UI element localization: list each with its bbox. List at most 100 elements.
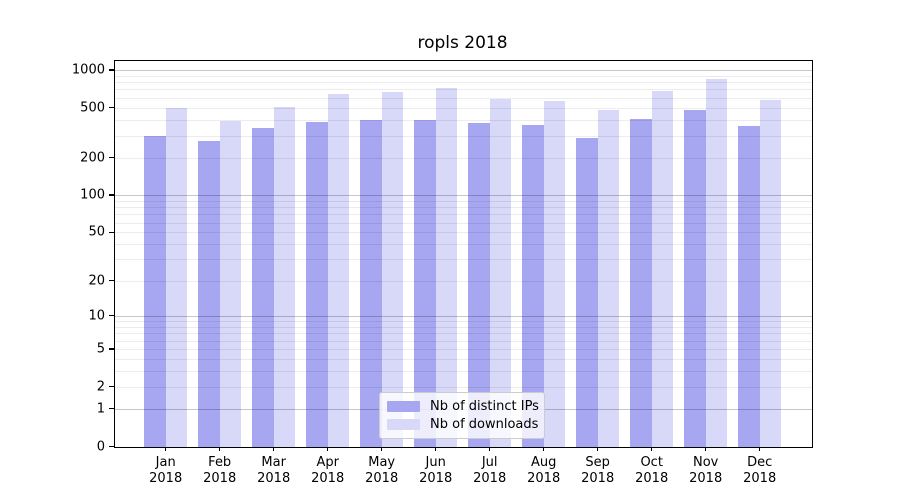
gridline-y-minor-6: [115, 340, 812, 342]
x-tick-month: Sep: [585, 454, 610, 470]
y-tick-50: [108, 231, 114, 233]
y-tick-1: [108, 408, 114, 410]
y-tick-100: [108, 194, 114, 196]
gridline-y-minor-8: [115, 326, 812, 328]
y-tick-label-10: 10: [88, 308, 105, 324]
y-tick-label-0: 0: [96, 439, 105, 454]
bar-nb-of-distinct-ips-aug: [522, 124, 544, 447]
y-tick-200: [108, 156, 114, 159]
x-tick-month: Jun: [425, 454, 446, 470]
bar-nb-of-distinct-ips-feb: [198, 141, 220, 447]
bar-nb-of-downloads-sep: [597, 109, 620, 447]
gridline-y-minor-900: [115, 75, 812, 77]
gridline-y-minor-500: [115, 107, 812, 109]
x-tick-label-nov: Nov 2018: [689, 455, 722, 487]
y-tick-label-5: 5: [96, 341, 105, 357]
x-tick-label-oct: Oct 2018: [635, 455, 668, 487]
gridline-y-minor-3: [115, 371, 812, 372]
bar-nb-of-downloads-nov: [705, 78, 728, 447]
gridline-y-minor-700: [115, 89, 812, 91]
gridline-y-minor-600: [115, 97, 812, 99]
bar-nb-of-distinct-ips-oct: [630, 118, 652, 447]
y-tick-label-200: 200: [80, 150, 105, 165]
x-tick-jun: [435, 446, 437, 451]
gridline-y-minor-80: [115, 207, 812, 208]
x-tick-year: 2018: [473, 470, 507, 486]
legend-swatch-downloads: [387, 419, 420, 431]
bar-nb-of-distinct-ips-jul: [468, 123, 490, 447]
x-tick-year: 2018: [203, 470, 237, 486]
gridline-y-minor-60: [115, 222, 812, 224]
x-tick-year: 2018: [257, 470, 291, 486]
bar-nb-of-distinct-ips-nov: [684, 109, 706, 447]
x-tick-month: Apr: [316, 454, 339, 470]
legend: Nb of distinct IPs Nb of downloads: [379, 392, 545, 439]
y-tick-label-500: 500: [80, 100, 105, 116]
bar-nb-of-downloads-jul: [489, 99, 512, 447]
y-tick-label-100: 100: [80, 187, 105, 203]
y-tick-label-1000: 1000: [71, 62, 105, 78]
x-tick-label-jun: Jun 2018: [419, 455, 452, 487]
chart-title: ropls 2018: [417, 33, 508, 53]
bar-nb-of-downloads-aug: [543, 101, 566, 447]
x-tick-month: Jul: [481, 454, 498, 470]
y-tick-2: [108, 385, 114, 388]
x-tick-month: Mar: [261, 454, 286, 470]
y-tick-label-2: 2: [96, 379, 105, 395]
x-tick-year: 2018: [527, 470, 561, 486]
bar-nb-of-downloads-feb: [219, 121, 242, 447]
x-tick-label-dec: Dec 2018: [743, 455, 776, 487]
x-tick-year: 2018: [743, 470, 777, 486]
gridline-y-major-1000: [115, 70, 812, 71]
x-tick-label-feb: Feb 2018: [203, 455, 236, 487]
gridline-y-minor-50: [115, 232, 812, 234]
y-tick-label-1: 1: [96, 401, 105, 417]
x-tick-jan: [165, 446, 167, 451]
x-tick-month: May: [368, 454, 396, 470]
x-tick-label-apr: Apr 2018: [311, 455, 344, 487]
plot-area: 1000 500 200 100 50 20 10 5 2 1 0 Jan 2018 Feb 2018 Mar…: [72, 60, 813, 486]
gridline-y-minor-400: [115, 119, 812, 121]
x-tick-label-aug: Aug 2018: [527, 455, 560, 487]
x-tick-month: Aug: [530, 454, 557, 470]
x-tick-label-jul: Jul 2018: [473, 455, 506, 487]
legend-label-distinct-ips: Nb of distinct IPs: [430, 398, 539, 414]
gridline-y-minor-40: [115, 244, 812, 246]
x-tick-month: Dec: [747, 454, 773, 470]
x-tick-year: 2018: [419, 470, 453, 486]
x-tick-year: 2018: [365, 470, 399, 486]
legend-entry-downloads: Nb of downloads: [387, 417, 538, 432]
x-tick-year: 2018: [689, 470, 723, 486]
bar-nb-of-distinct-ips-jan: [144, 135, 166, 447]
x-tick-label-jan: Jan 2018: [149, 455, 182, 487]
x-tick-year: 2018: [581, 470, 615, 486]
gridline-y-minor-90: [115, 200, 812, 202]
x-tick-year: 2018: [311, 470, 345, 486]
legend-entry-distinct-ips: Nb of distinct IPs: [387, 398, 539, 414]
bar-nb-of-distinct-ips-may: [360, 119, 382, 447]
y-tick-label-50: 50: [88, 224, 105, 240]
bar-nb-of-distinct-ips-sep: [576, 138, 598, 447]
gridline-y-minor-70: [115, 214, 812, 216]
legend-swatch-distinct-ips: [387, 400, 420, 412]
bar-nb-of-downloads-dec: [759, 99, 782, 447]
bar-nb-of-distinct-ips-mar: [252, 127, 274, 447]
x-tick-label-may: May 2018: [365, 455, 398, 487]
x-tick-year: 2018: [635, 470, 669, 486]
gridline-y-major-10: [115, 315, 812, 317]
bar-nb-of-downloads-jun: [435, 88, 458, 447]
gridline-y-major-100: [115, 195, 812, 196]
bar-nb-of-downloads-jan: [165, 108, 188, 447]
x-tick-month: Oct: [640, 454, 663, 470]
x-tick-oct: [651, 446, 653, 451]
bar-nb-of-downloads-mar: [273, 106, 296, 447]
x-tick-feb: [219, 446, 221, 451]
gridline-y-minor-200: [115, 157, 812, 159]
x-tick-may: [381, 446, 383, 451]
y-tick-label-20: 20: [88, 273, 105, 289]
gridline-y-minor-20: [115, 280, 812, 282]
x-tick-month: Feb: [208, 454, 232, 470]
bar-nb-of-distinct-ips-apr: [306, 121, 328, 447]
bar-nb-of-distinct-ips-jun: [414, 119, 436, 447]
gridline-y-minor-4: [115, 358, 812, 360]
